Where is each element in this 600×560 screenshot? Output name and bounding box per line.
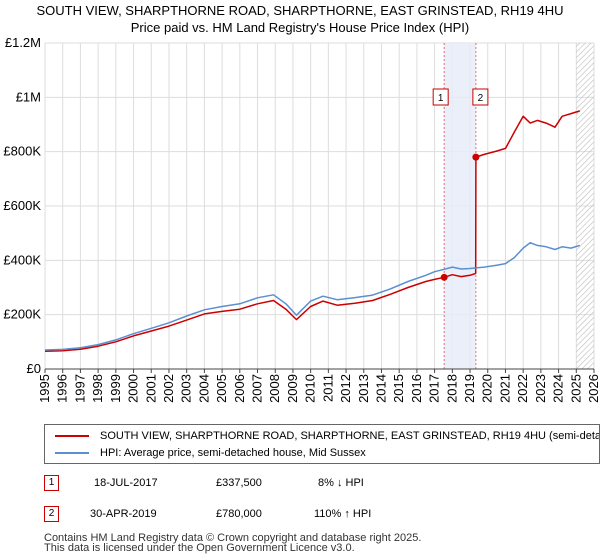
sale-label-box xyxy=(432,88,449,106)
chart-subtitle: Price paid vs. HM Land Registry's House … xyxy=(130,20,470,35)
x-tick-label: 2012 xyxy=(338,374,353,403)
x-tick-label: 2007 xyxy=(250,374,265,403)
x-tick-label: 2014 xyxy=(373,374,388,403)
x-tick-label: 2016 xyxy=(409,374,424,403)
y-tick-label: £0 xyxy=(27,361,41,376)
property-price-line xyxy=(44,110,581,353)
transaction-price: £337,500 xyxy=(216,477,262,489)
x-tick-label: 2018 xyxy=(444,374,459,403)
x-tick-label: 1999 xyxy=(108,374,123,403)
sale-point-marker xyxy=(440,273,448,281)
x-tick-label: 2006 xyxy=(232,374,247,403)
y-tick-label: £600K xyxy=(3,198,41,213)
hpi-line xyxy=(44,241,581,351)
legend-swatch-hpi xyxy=(55,452,89,454)
x-tick-label: 2004 xyxy=(196,374,211,403)
chart-title: SOUTH VIEW, SHARPTHORNE ROAD, SHARPTHORN… xyxy=(36,3,564,18)
x-tick-label: 2010 xyxy=(303,374,318,403)
footer-copyright: Contains HM Land Registry data © Crown c… xyxy=(44,532,422,544)
transaction-date: 30-APR-2019 xyxy=(90,508,157,520)
x-tick-label: 1998 xyxy=(90,374,105,403)
x-tick-label: 1996 xyxy=(55,374,70,403)
y-tick-label: £200K xyxy=(3,307,41,322)
sale-label-text: 1 xyxy=(438,93,444,104)
x-tick-label: 2026 xyxy=(586,374,600,403)
legend-label-property: SOUTH VIEW, SHARPTHORNE ROAD, SHARPTHORN… xyxy=(100,430,600,442)
x-tick-label: 2003 xyxy=(179,374,194,403)
transaction-number-badge: 1 xyxy=(44,475,59,491)
x-tick-label: 2022 xyxy=(515,374,530,403)
chart-legend: SOUTH VIEW, SHARPTHORNE ROAD, SHARPTHORN… xyxy=(44,424,600,464)
x-tick-label: 2013 xyxy=(356,374,371,403)
x-tick-label: 2021 xyxy=(497,374,512,403)
legend-label-hpi: HPI: Average price, semi-detached house,… xyxy=(100,447,366,459)
x-tick-label: 1997 xyxy=(72,374,87,403)
x-tick-label: 2025 xyxy=(568,374,583,403)
y-tick-label: £1M xyxy=(16,89,41,104)
y-tick-label: £1.2M xyxy=(5,35,41,50)
x-tick-label: 2015 xyxy=(391,374,406,403)
x-tick-label: 2019 xyxy=(462,374,477,403)
transaction-hpi: 110% ↑ HPI xyxy=(314,508,372,520)
forecast-hatch xyxy=(576,43,594,369)
x-tick-label: 2001 xyxy=(143,374,158,403)
sale-label-box xyxy=(472,88,489,106)
transaction-number-badge: 2 xyxy=(44,506,59,522)
sale-period-band xyxy=(444,43,476,369)
x-tick-label: 1995 xyxy=(37,374,52,403)
transaction-date: 18-JUL-2017 xyxy=(94,477,158,489)
x-tick-label: 2020 xyxy=(480,374,495,403)
legend-item-property: SOUTH VIEW, SHARPTHORNE ROAD, SHARPTHORN… xyxy=(55,427,600,445)
x-tick-label: 2009 xyxy=(285,374,300,403)
x-tick-label: 2002 xyxy=(161,374,176,403)
x-tick-label: 2005 xyxy=(214,374,229,403)
x-tick-label: 2017 xyxy=(427,374,442,403)
transaction-hpi: 8% ↓ HPI xyxy=(318,477,364,489)
y-tick-label: £400K xyxy=(3,252,41,267)
transaction-price: £780,000 xyxy=(216,508,262,520)
y-tick-label: £800K xyxy=(3,144,41,159)
x-tick-label: 2023 xyxy=(533,374,548,403)
footer-licence: This data is licensed under the Open Gov… xyxy=(44,542,355,554)
x-tick-label: 2011 xyxy=(320,374,335,402)
sale-point-marker xyxy=(472,153,480,161)
x-tick-label: 2024 xyxy=(551,374,566,403)
x-tick-label: 2000 xyxy=(126,374,141,403)
x-tick-label: 2008 xyxy=(267,374,282,403)
legend-swatch-property xyxy=(55,435,89,437)
sale-label-text: 2 xyxy=(478,93,484,104)
